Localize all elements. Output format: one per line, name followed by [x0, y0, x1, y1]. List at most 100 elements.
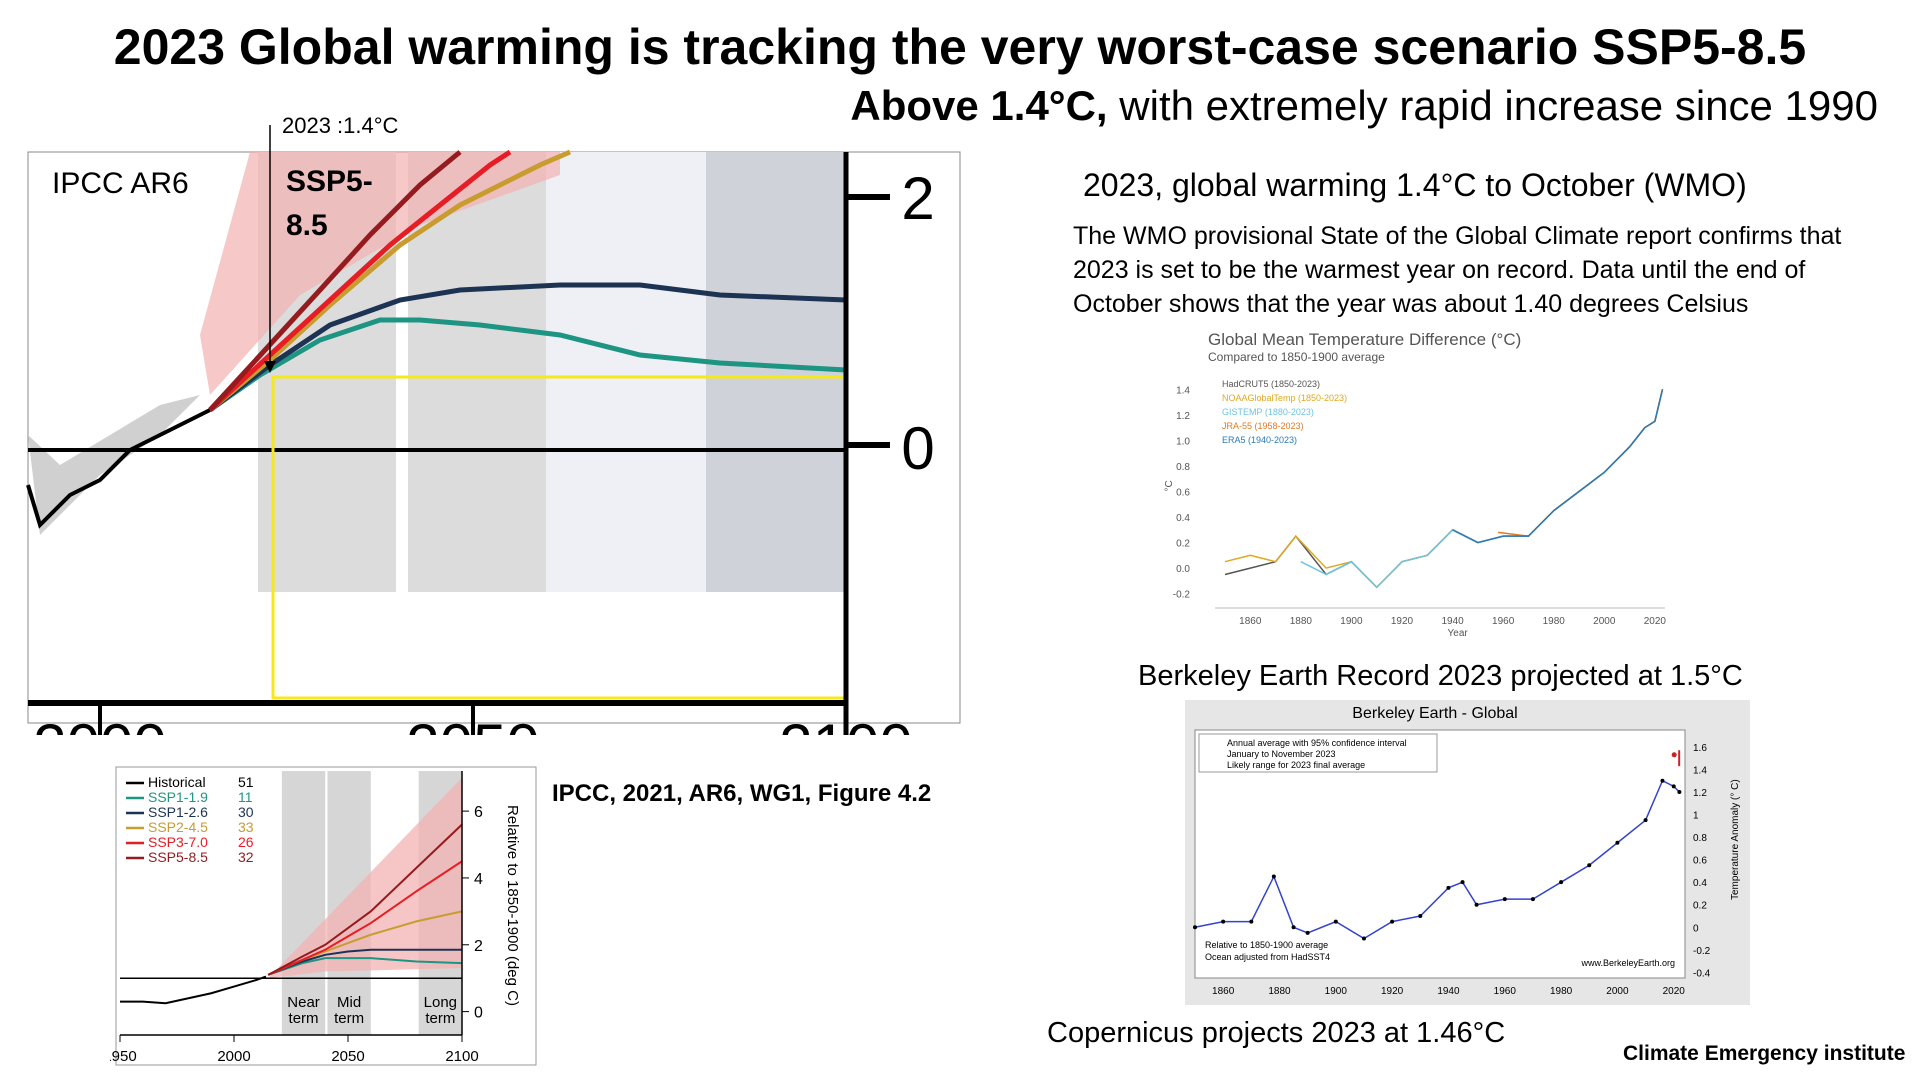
wmo-legend-2: GISTEMP (1880-2023): [1222, 407, 1314, 417]
zoom-ssp-plume: [200, 152, 560, 395]
berkeley-ytick-label-0-2: -0.2: [1693, 946, 1711, 957]
wmo-xtick-label-1940: 1940: [1441, 616, 1464, 627]
berkeley-ytick-label-1-4: 1.4: [1693, 765, 1707, 776]
small-shade-label-0-a: Near: [287, 994, 320, 1011]
berkeley-point-1960: [1502, 897, 1507, 902]
small-legend-n-2: 30: [238, 804, 254, 820]
berkeley-legend-2: Likely range for 2023 final average: [1227, 760, 1365, 770]
wmo-ytick-label-0-8: 0.8: [1176, 462, 1190, 473]
berkeley-point-1850: [1193, 925, 1197, 930]
berkeley-ytick-label-0-2: 0.2: [1693, 901, 1707, 912]
berkeley-chart: Berkeley Earth - Global -0.4 -0.2 0 0.2 0.4 0.…: [1185, 700, 1750, 1005]
berkeley-ytick-label-0-6: 0.6: [1693, 856, 1707, 867]
berkeley-chart-title: Berkeley Earth - Global: [1352, 705, 1517, 722]
berkeley-point-1910: [1361, 936, 1366, 941]
slide-title: 2023 Global warming is tracking the very…: [113, 19, 1807, 75]
berkeley-xtick-label-1900: 1900: [1325, 986, 1348, 997]
wmo-ytick-label-1-2: 1.2: [1176, 411, 1190, 422]
berkeley-point-1990: [1587, 863, 1592, 868]
wmo-ytick-label-0-4: 0.4: [1176, 513, 1190, 524]
small-shade-label-1-a: Mid: [337, 994, 361, 1011]
berkeley-point-2022: [1677, 790, 1682, 794]
zoom-light-band: [546, 152, 706, 592]
wmo-series-gistemp-1880-2023: [1300, 389, 1664, 589]
berkeley-ytick-label-0-8: 0.8: [1693, 833, 1707, 844]
wmo-y-label: °C: [1164, 480, 1175, 491]
berkeley-point-1950: [1474, 902, 1479, 907]
berkeley-note-1: Ocean adjusted from HadSST4: [1205, 952, 1330, 962]
berkeley-xtick-label-2000: 2000: [1606, 986, 1629, 997]
wmo-xtick-label-1980: 1980: [1543, 616, 1566, 627]
berkeley-y-label: Temperature Anomaly (° C): [1730, 779, 1741, 900]
small-legend-n-0: 51: [238, 774, 254, 790]
institute-credit: Climate Emergency institute: [1623, 1042, 1906, 1065]
wmo-legend-4: ERA5 (1940-2023): [1222, 435, 1297, 445]
berkeley-point-2010: [1643, 818, 1648, 823]
small-xtick-label-2050: 2050: [331, 1048, 364, 1065]
small-shade-label-2-b: term: [425, 1010, 455, 1027]
berkeley-ytick-label-1-6: 1.6: [1693, 743, 1707, 754]
wmo-xtick-label-2000: 2000: [1593, 616, 1616, 627]
wmo-xtick-label-1920: 1920: [1391, 616, 1414, 627]
wmo-chart-subtitle: Compared to 1850-1900 average: [1208, 350, 1385, 364]
wmo-ytick-label-1-0: 1.0: [1176, 436, 1190, 447]
wmo-series-hadcrut5-1850-2023: [1224, 389, 1664, 589]
small-legend-name-0: Historical: [148, 774, 206, 790]
small-ytick-label-4: 4: [474, 871, 483, 888]
small-legend-name-5: SSP5-8.5: [148, 849, 208, 865]
berkeley-source: www.BerkeleyEarth.org: [1580, 958, 1675, 968]
small-ytick-label-6: 6: [474, 804, 483, 821]
zoom-marker-arrow: [264, 361, 276, 373]
berkeley-point-1885: [1291, 925, 1296, 930]
berkeley-point-2016: [1660, 778, 1665, 783]
zoom-ssp126-line: [208, 282, 847, 412]
berkeley-point-1945: [1460, 880, 1465, 885]
zoom-panel-label: IPCC AR6: [52, 167, 189, 200]
subtitle-rest: with extremely rapid increase since 1990: [1107, 82, 1878, 129]
zoom-xlabel-2000: 2000: [33, 712, 166, 735]
ipcc-figure-credit: IPCC, 2021, AR6, WG1, Figure 4.2: [552, 780, 932, 807]
wmo-series-noaaglobaltemp-1850-2023: [1224, 389, 1664, 589]
small-legend-name-2: SSP1-2.6: [148, 804, 208, 820]
small-legend-n-1: 11: [238, 789, 253, 805]
wmo-paragraph: The WMO provisional State of the Global …: [1073, 222, 1842, 318]
small-legend-name-1: SSP1-1.9: [148, 789, 208, 805]
wmo-legend-0: HadCRUT5 (1850-2023): [1222, 379, 1320, 389]
berkeley-point-1878: [1271, 874, 1276, 879]
berkeley-legend-box: [1198, 733, 1438, 773]
wmo-xtick-label-1880: 1880: [1290, 616, 1313, 627]
berkeley-point-1930: [1418, 914, 1423, 918]
slide-subtitle: Above 1.4°C, with extremely rapid increa…: [850, 82, 1878, 130]
berkeley-legend-0: Annual average with 95% confidence inter…: [1227, 738, 1407, 748]
wmo-series-jra-55-1958-2023: [1498, 389, 1664, 537]
wmo-chart-title: Global Mean Temperature Difference (°C): [1208, 330, 1521, 349]
small-shade-label-2-a: Long: [424, 994, 457, 1011]
small-series-historical: [120, 975, 267, 1005]
wmo-ytick-label-1-4: 1.4: [1176, 385, 1190, 396]
small-legend-n-3: 33: [238, 819, 254, 835]
berkeley-series-annual: [1194, 779, 1680, 940]
wmo-xtick-label-1960: 1960: [1492, 616, 1515, 627]
berkeley-point-2000: [1615, 840, 1620, 845]
zoom-scenario-label-1: SSP5-: [286, 165, 373, 198]
zoom-historical-line: [26, 408, 211, 529]
berkeley-point-1980: [1559, 880, 1564, 885]
berkeley-xtick-label-1880: 1880: [1268, 986, 1291, 997]
small-shade-label-0-b: term: [289, 1010, 319, 1027]
berkeley-ytick-label-1-2: 1.2: [1693, 788, 1707, 799]
small-frame: [115, 766, 537, 1066]
zoom-ylabel-0: 0: [901, 415, 934, 482]
berkeley-point-1890: [1305, 930, 1310, 935]
wmo-ytick-label-0-2: -0.2: [1173, 590, 1191, 601]
zoom-marker-label: 2023 :1.4°C: [282, 113, 399, 138]
wmo-chart: Global Mean Temperature Difference (°C)C…: [1164, 330, 1666, 639]
wmo-ytick-label-0-0: 0.0: [1176, 564, 1190, 575]
zoom-scenario-label-2: 8.5: [286, 209, 328, 242]
berkeley-point-1920: [1390, 919, 1395, 924]
berkeley-ytick-label-0: 0: [1693, 923, 1699, 934]
berkeley-point-1860: [1221, 919, 1226, 924]
small-shade-label-1-b: term: [334, 1010, 364, 1027]
small-series-ssp3-7-0: [267, 860, 463, 976]
copernicus-note: Copernicus projects 2023 at 1.46°C: [1047, 1017, 1506, 1049]
